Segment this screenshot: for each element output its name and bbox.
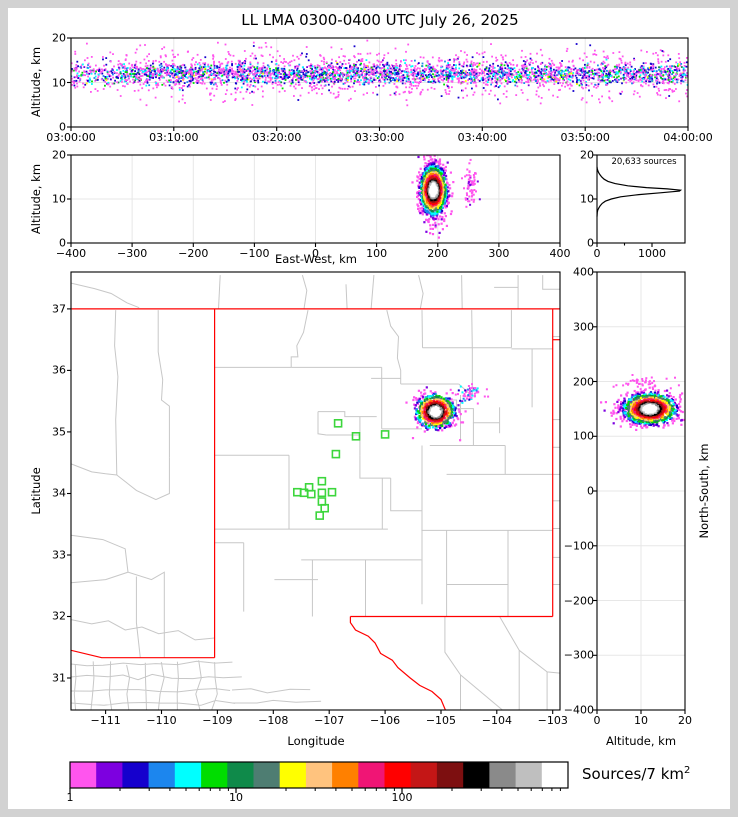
ew-tick-label: 100: [366, 247, 388, 260]
altitude-tick-label: 0: [593, 714, 601, 727]
longitude-tick-label: −108: [258, 714, 289, 727]
ew-height-xlabel: East-West, km: [275, 252, 357, 266]
ns-height-xlabel: Altitude, km: [605, 734, 677, 748]
ns-tick-label: 300: [573, 320, 594, 334]
longitude-tick-label: −106: [369, 714, 401, 727]
histogram-tick-label: 0: [593, 247, 601, 260]
lma-station-marker: [317, 476, 327, 486]
altitude-tick-label: 20: [678, 714, 692, 727]
altitude-tick-label: 10: [52, 76, 66, 89]
latitude-tick-label: 33: [52, 548, 66, 562]
ew-tick-label: 300: [488, 247, 510, 260]
lma-station-marker: [333, 418, 343, 428]
lma-station-marker: [320, 503, 330, 513]
colorbar-tick-label: 1: [66, 791, 74, 804]
time-tick-label: 03:40:00: [457, 131, 508, 144]
figure-title: LL LMA 0300-0400 UTC July 26, 2025: [241, 11, 519, 29]
ns-tick-label: −300: [563, 648, 594, 662]
altitude-tick-label: 20: [52, 148, 66, 162]
longitude-tick-label: −110: [146, 714, 177, 727]
ns-height-ylabel: North-South, km: [697, 443, 711, 539]
latitude-tick-label: 32: [52, 609, 66, 623]
ns-tick-label: 100: [573, 429, 594, 443]
ns-tick-label: 200: [573, 375, 594, 388]
histogram-tick-label: 1000: [638, 247, 666, 260]
altitude-tick-label: 20: [580, 148, 594, 162]
colorbar-label-text: Sources/7 km: [582, 765, 684, 783]
ew-tick-label: 200: [427, 247, 449, 260]
time-tick-label: 03:50:00: [560, 131, 610, 144]
time-tick-label: 04:00:00: [663, 131, 713, 144]
ew-tick-label: −300: [117, 247, 148, 260]
longitude-tick-label: −107: [314, 714, 345, 727]
lma-station-marker: [306, 489, 316, 499]
figure-background: [8, 8, 730, 809]
lma-station-marker: [380, 430, 390, 439]
colorbar-tick-label: 10: [229, 791, 243, 804]
source-count-annotation: 20,633 sources: [611, 157, 677, 167]
lma-station-marker: [351, 431, 361, 441]
ns-tick-label: 400: [573, 265, 594, 279]
altitude-tick-label: 0: [587, 236, 594, 250]
lma-station-marker: [315, 511, 325, 520]
lma-station-marker: [331, 449, 341, 459]
ns-tick-label: −100: [563, 539, 594, 553]
ew-tick-label: −100: [239, 247, 270, 260]
latitude-tick-label: 35: [52, 425, 66, 439]
ns-tick-label: −200: [563, 594, 594, 607]
ew-height-ylabel: Altitude, km: [29, 163, 43, 235]
latitude-tick-label: 36: [52, 363, 66, 377]
ew-tick-label: −200: [178, 247, 209, 260]
longitude-tick-label: −105: [425, 714, 457, 727]
ew-tick-label: 0: [312, 247, 319, 260]
ew-tick-label: −400: [55, 247, 87, 260]
colorbar-label-exponent: 2: [684, 765, 691, 776]
lma-station-marker: [317, 488, 327, 498]
ns-tick-label: −400: [563, 703, 594, 717]
latitude-tick-label: 31: [52, 671, 66, 685]
time-tick-label: 03:30:00: [354, 131, 405, 144]
colorbar-tick-label: 100: [391, 791, 413, 804]
lma-station-marker: [327, 487, 337, 497]
map-ylabel: Latitude: [29, 467, 43, 515]
altitude-tick-label: 10: [634, 714, 648, 727]
longitude-tick-label: −111: [90, 714, 121, 727]
colorbar-label: Sources/7 km2: [582, 765, 690, 783]
latitude-tick-label: 34: [52, 486, 66, 500]
time-tick-label: 03:20:00: [251, 131, 302, 144]
time-tick-label: 03:10:00: [149, 131, 199, 144]
ew-tick-label: 400: [549, 247, 571, 260]
longitude-tick-label: −103: [537, 714, 568, 727]
longitude-tick-label: −109: [202, 714, 233, 727]
ns-tick-label: 0: [587, 484, 594, 498]
altitude-tick-label: 10: [580, 192, 594, 206]
latitude-tick-label: 37: [52, 302, 66, 316]
time-height-ylabel: Altitude, km: [29, 46, 43, 118]
altitude-tick-label: 20: [52, 31, 66, 45]
altitude-tick-label: 0: [59, 120, 66, 134]
time-tick-label: 03:00:00: [46, 131, 96, 144]
altitude-tick-label: 10: [52, 192, 66, 206]
map-xlabel: Longitude: [287, 734, 345, 748]
altitude-tick-label: 0: [59, 236, 66, 250]
longitude-tick-label: −104: [481, 714, 512, 727]
